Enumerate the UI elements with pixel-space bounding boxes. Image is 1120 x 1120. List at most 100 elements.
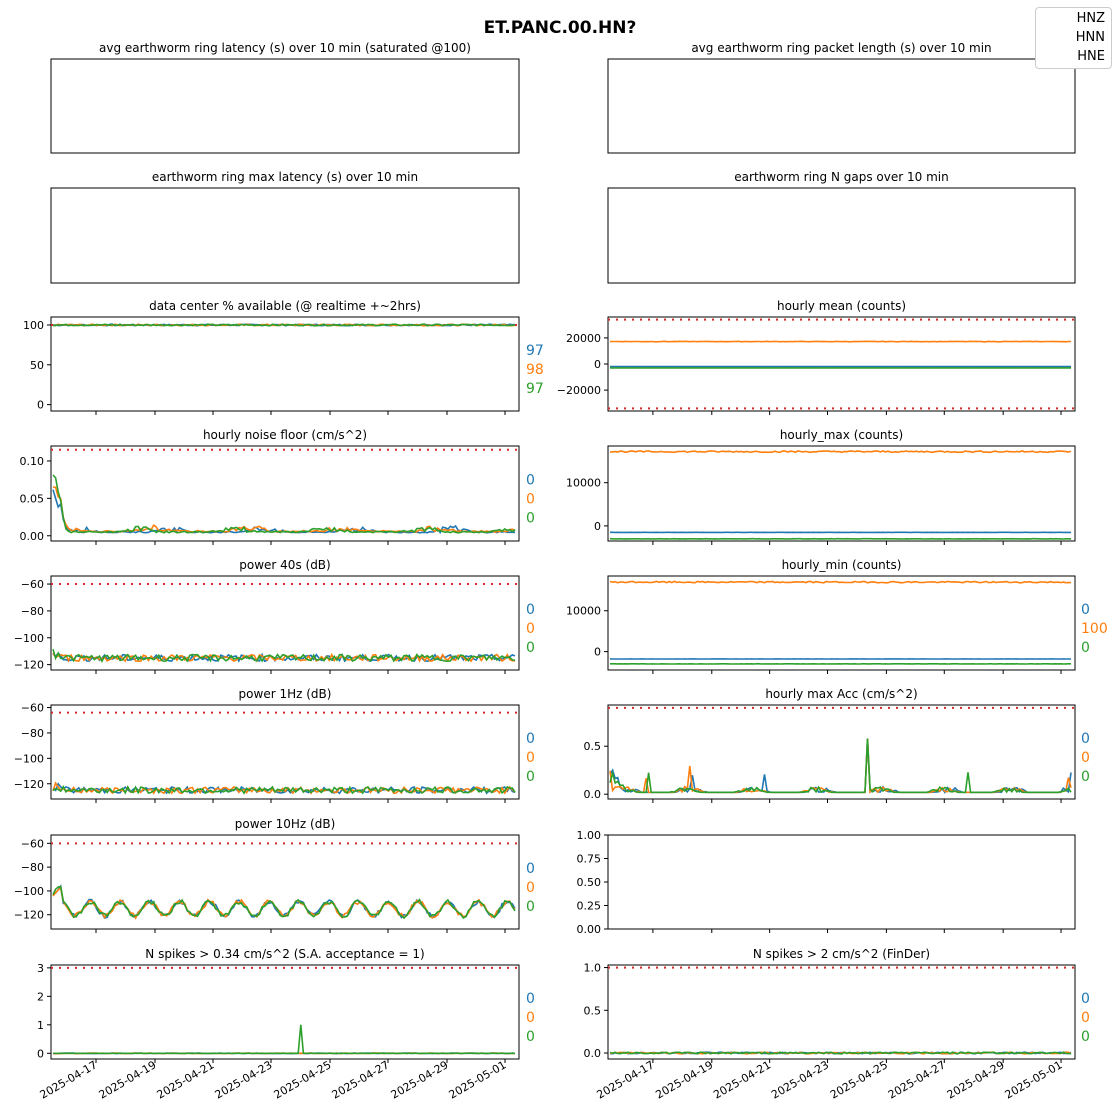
p14-series-hne bbox=[53, 1024, 515, 1055]
p13-ytick-label-4: 0.00 bbox=[577, 923, 602, 936]
p4-axes-frame bbox=[50, 316, 520, 412]
p6-series-hne bbox=[52, 474, 516, 534]
p14-ytick-label-0: 3 bbox=[37, 962, 44, 975]
p11-annotation-0: 0 bbox=[1081, 731, 1090, 747]
p15-annotation-0: 0 bbox=[1081, 991, 1090, 1007]
xtick-label-right-0: 2025-04-17 bbox=[595, 1058, 657, 1101]
xtick-label-right-2: 2025-04-21 bbox=[711, 1058, 773, 1101]
p7-ytick-label-1: 0 bbox=[594, 520, 601, 533]
p14-ytick-label-1: 2 bbox=[37, 990, 44, 1003]
p10-annotation-2: 0 bbox=[526, 769, 535, 785]
p6-axes-frame bbox=[50, 445, 520, 542]
p7-ytick-label-0: 10000 bbox=[566, 477, 601, 490]
p6-ytick-label-2: 0.00 bbox=[20, 530, 45, 543]
p14-annotation-0: 0 bbox=[526, 991, 535, 1007]
p12-ytick-label-1: −80 bbox=[21, 861, 44, 874]
p13-axes-frame bbox=[607, 834, 1076, 930]
xtick-label-right-1: 2025-04-19 bbox=[653, 1058, 715, 1101]
legend-item-hne: HNE bbox=[1077, 49, 1105, 64]
p8-series-hnn bbox=[52, 652, 516, 663]
p6-annotation-2: 0 bbox=[526, 511, 535, 527]
p4-annotation-2: 97 bbox=[526, 381, 544, 397]
xtick-label-left-6: 2025-04-29 bbox=[389, 1058, 451, 1101]
p11-ytick-label-0: 0.5 bbox=[584, 740, 602, 753]
xtick-label-left-7: 2025-05-01 bbox=[447, 1058, 509, 1101]
figure-title: ET.PANC.00.HN? bbox=[483, 18, 637, 38]
p8-series-hne bbox=[52, 648, 516, 664]
xtick-label-left-4: 2025-04-25 bbox=[272, 1058, 334, 1101]
p7-series-hnn bbox=[609, 450, 1072, 454]
p3-axes-frame bbox=[607, 187, 1076, 284]
p6-title: hourly noise floor (cm/s^2) bbox=[203, 428, 367, 442]
p9-ytick-label-1: 0 bbox=[594, 646, 601, 659]
p10-ytick-label-0: −60 bbox=[21, 702, 44, 715]
p12-ytick-label-3: −120 bbox=[14, 909, 44, 922]
p4-ytick-label-1: 50 bbox=[30, 359, 44, 372]
p10-ytick-label-3: −120 bbox=[14, 778, 44, 791]
p5-axes-frame bbox=[607, 316, 1076, 412]
p5-title: hourly mean (counts) bbox=[777, 299, 906, 313]
p7-axes-frame bbox=[607, 445, 1076, 542]
p10-annotation-1: 0 bbox=[526, 750, 535, 766]
p9-axes-frame bbox=[607, 575, 1076, 671]
legend-item-hnn: HNN bbox=[1075, 30, 1105, 45]
p0-title: avg earthworm ring latency (s) over 10 m… bbox=[99, 41, 471, 55]
p12-ytick-label-0: −60 bbox=[21, 837, 44, 850]
p13-ytick-label-3: 0.25 bbox=[577, 900, 602, 913]
p0-axes-frame bbox=[50, 58, 520, 154]
p10-ytick-label-2: −100 bbox=[14, 752, 44, 765]
p9-annotation-2: 0 bbox=[1081, 640, 1090, 656]
p11-ytick-label-1: 0.0 bbox=[584, 788, 602, 801]
xtick-label-right-5: 2025-04-27 bbox=[886, 1058, 948, 1101]
p9-title: hourly_min (counts) bbox=[782, 558, 902, 572]
xtick-label-right-6: 2025-04-29 bbox=[945, 1058, 1007, 1101]
p10-annotation-0: 0 bbox=[526, 731, 535, 747]
p14-title: N spikes > 0.34 cm/s^2 (S.A. acceptance … bbox=[145, 947, 424, 961]
p15-ytick-label-1: 0.5 bbox=[584, 1004, 602, 1017]
p11-axes-frame bbox=[607, 704, 1076, 800]
xtick-label-left-3: 2025-04-23 bbox=[213, 1058, 275, 1101]
xtick-label-left-2: 2025-04-21 bbox=[155, 1058, 217, 1101]
p14-ytick-label-2: 1 bbox=[37, 1019, 44, 1032]
p9-annotation-0: 0 bbox=[1081, 602, 1090, 618]
xtick-label-left-0: 2025-04-17 bbox=[38, 1058, 100, 1101]
p4-ytick-label-0: 100 bbox=[23, 319, 44, 332]
legend-item-hnz: HNZ bbox=[1076, 11, 1105, 26]
p5-ytick-label-1: 0 bbox=[594, 358, 601, 371]
p6-annotation-0: 0 bbox=[526, 473, 535, 489]
p12-axes-frame bbox=[50, 834, 520, 930]
p4-title: data center % available (@ realtime +~2h… bbox=[149, 299, 421, 313]
p5-series-hnn bbox=[609, 340, 1072, 343]
p3-title: earthworm ring N gaps over 10 min bbox=[734, 170, 948, 184]
p6-ytick-label-1: 0.05 bbox=[20, 492, 45, 505]
p2-title: earthworm ring max latency (s) over 10 m… bbox=[152, 170, 418, 184]
p11-title: hourly max Acc (cm/s^2) bbox=[765, 687, 917, 701]
p13-ytick-label-0: 1.00 bbox=[577, 829, 602, 842]
p14-ytick-label-3: 0 bbox=[37, 1047, 44, 1060]
p1-title: avg earthworm ring packet length (s) ove… bbox=[691, 41, 991, 55]
p15-series-hne bbox=[609, 1051, 1072, 1055]
p11-annotation-2: 0 bbox=[1081, 769, 1090, 785]
p8-ytick-label-0: −60 bbox=[21, 578, 44, 591]
p10-axes-frame bbox=[50, 704, 520, 800]
p15-annotation-2: 0 bbox=[1081, 1029, 1090, 1045]
p9-ytick-label-0: 10000 bbox=[566, 605, 601, 618]
xtick-label-right-4: 2025-04-25 bbox=[828, 1058, 890, 1101]
p15-axes-frame bbox=[607, 964, 1076, 1060]
p14-axes-frame bbox=[50, 964, 520, 1060]
p10-ytick-label-1: −80 bbox=[21, 727, 44, 740]
xtick-label-right-3: 2025-04-23 bbox=[769, 1058, 831, 1101]
p8-annotation-1: 0 bbox=[526, 621, 535, 637]
p8-ytick-label-2: −100 bbox=[14, 632, 44, 645]
p15-ytick-label-2: 0.0 bbox=[584, 1047, 602, 1060]
p4-series-hne bbox=[52, 323, 516, 327]
p14-annotation-1: 0 bbox=[526, 1010, 535, 1026]
p6-ytick-label-0: 0.10 bbox=[20, 455, 45, 468]
p9-annotation-1: 100 bbox=[1081, 621, 1108, 637]
p8-title: power 40s (dB) bbox=[239, 558, 330, 572]
p8-axes-frame bbox=[50, 575, 520, 671]
p5-ytick-label-0: 20000 bbox=[566, 332, 601, 345]
p15-ytick-label-0: 1.0 bbox=[584, 962, 602, 975]
p7-title: hourly_max (counts) bbox=[780, 428, 903, 442]
p12-title: power 10Hz (dB) bbox=[235, 817, 336, 831]
